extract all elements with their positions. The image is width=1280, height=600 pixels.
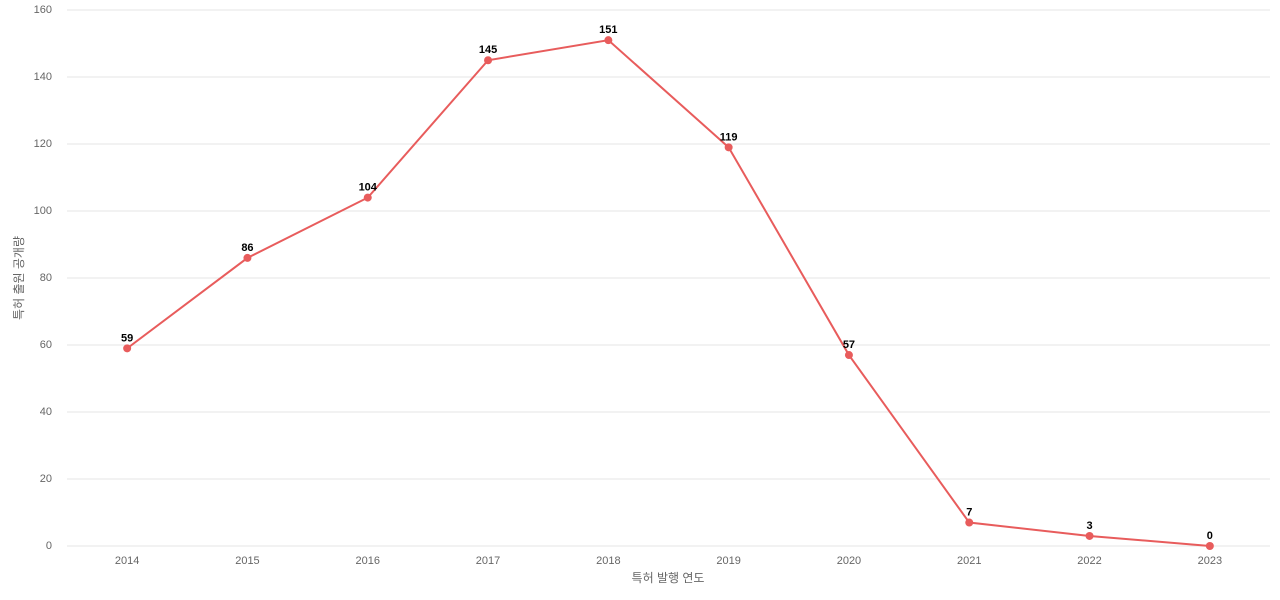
data-label: 119 — [720, 131, 738, 143]
data-label: 7 — [966, 506, 972, 518]
data-point — [363, 193, 372, 202]
data-label: 57 — [843, 339, 855, 351]
y-axis-title: 특허 출원 공개량 — [12, 236, 26, 320]
y-tick-label: 100 — [34, 205, 52, 217]
x-tick-label: 2022 — [1077, 555, 1101, 567]
y-tick-label: 20 — [40, 473, 52, 485]
data-point — [844, 351, 853, 360]
data-point — [123, 344, 132, 353]
x-tick-label: 2014 — [115, 555, 139, 567]
y-tick-label: 40 — [40, 406, 52, 418]
data-label: 86 — [241, 242, 253, 254]
x-tick-label: 2019 — [716, 555, 740, 567]
data-point — [604, 36, 613, 45]
y-tick-label: 80 — [40, 272, 52, 284]
data-label: 104 — [359, 182, 378, 194]
data-point — [1205, 542, 1214, 550]
data-label: 151 — [599, 24, 617, 36]
data-point — [243, 253, 252, 262]
data-line — [126, 39, 1210, 547]
y-tick-label: 120 — [34, 138, 52, 150]
y-tick-label: 140 — [34, 71, 52, 83]
data-point — [1085, 531, 1094, 540]
data-label: 0 — [1207, 530, 1213, 542]
x-tick-label: 2017 — [476, 555, 500, 567]
data-label: 3 — [1086, 520, 1092, 532]
x-tick-label: 2020 — [837, 555, 861, 567]
x-tick-label: 2016 — [356, 555, 380, 567]
data-point — [724, 143, 733, 152]
x-axis-title: 특허 발행 연도 — [632, 570, 705, 585]
x-tick-label: 2015 — [235, 555, 259, 567]
data-point — [965, 518, 974, 527]
y-tick-label: 160 — [34, 4, 52, 16]
data-label: 145 — [479, 44, 497, 56]
y-tick-label: 60 — [40, 339, 52, 351]
x-tick-label: 2021 — [957, 555, 981, 567]
y-tick-label: 0 — [46, 540, 52, 552]
x-tick-label: 2023 — [1198, 555, 1222, 567]
x-tick-label: 2018 — [596, 555, 620, 567]
data-label: 59 — [121, 332, 133, 344]
data-point — [484, 56, 493, 65]
